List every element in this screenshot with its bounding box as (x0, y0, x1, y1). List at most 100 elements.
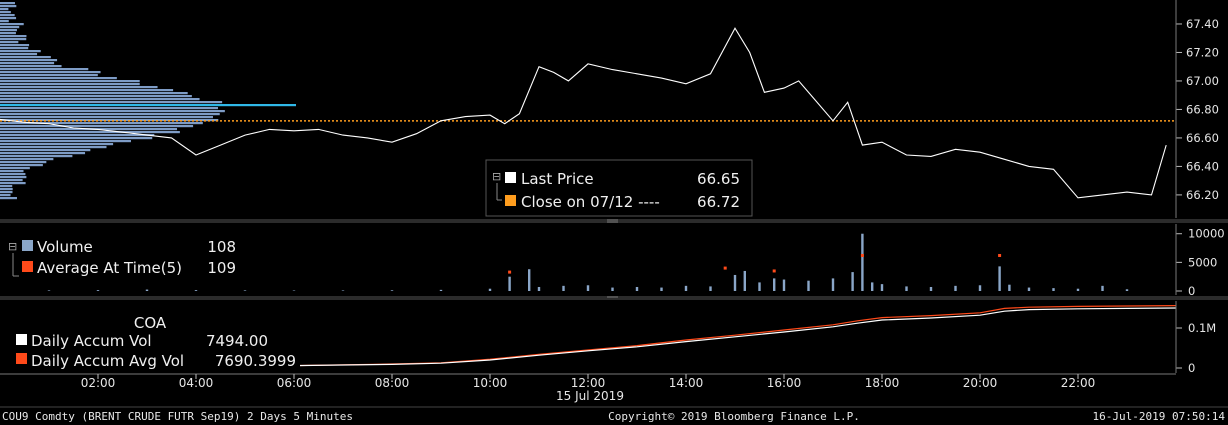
time-tick-label: 08:00 (375, 376, 410, 390)
time-tick-label: 20:00 (963, 376, 998, 390)
volume-bar (341, 290, 345, 291)
volume-bar (508, 276, 511, 291)
profile-bar (0, 98, 200, 101)
accum-legend[interactable]: COA Daily Accum Vol 7494.00 Daily Accum … (0, 302, 300, 373)
profile-bar (0, 53, 38, 56)
profile-bar (0, 8, 9, 11)
volume-value: 108 (207, 238, 236, 256)
volume-bar (782, 279, 786, 291)
accum-swatch (16, 334, 27, 345)
volume-bar (773, 278, 776, 291)
profile-bar (0, 116, 213, 119)
accum-title: COA (134, 314, 167, 332)
profile-bar (0, 143, 114, 146)
volume-bar (1008, 284, 1011, 291)
accum-legend-box (0, 302, 300, 373)
volume-panel[interactable]: 10000 5000 0 (0, 224, 1225, 298)
profile-bar (0, 56, 51, 59)
profile-bar (0, 32, 16, 35)
profile-bar (0, 122, 203, 125)
profile-bar (0, 152, 86, 155)
profile-bar (0, 137, 153, 140)
profile-bar (0, 77, 117, 80)
price-tick-label: 67.40 (1186, 17, 1219, 31)
volume-bar (733, 274, 737, 291)
footer-copyright: Copyright© 2019 Bloomberg Finance L.P. (608, 410, 860, 423)
profile-bar (0, 197, 17, 200)
profile-bar (0, 71, 101, 74)
accum-tick-label: 0 (1188, 361, 1195, 375)
profile-bar (0, 68, 89, 71)
volume-legend[interactable]: ⊟ Volume 108 Average At Time(5) 109 (8, 238, 236, 277)
profile-bar (0, 23, 24, 26)
price-tick-label: 66.60 (1186, 131, 1219, 145)
volume-bar (851, 272, 854, 291)
profile-bar (0, 29, 17, 32)
volume-bars (47, 233, 1129, 291)
volume-bar (954, 285, 957, 291)
price-tick-label: 66.20 (1186, 188, 1219, 202)
profile-bar (0, 173, 26, 176)
profile-bar (0, 170, 24, 173)
footer-timestamp: 16-Jul-2019 07:50:14 (1093, 410, 1226, 423)
average-swatch (22, 261, 33, 272)
volume-tick-label: 5000 (1188, 255, 1217, 269)
panel-divider[interactable] (0, 219, 1228, 223)
profile-bar (0, 2, 15, 5)
time-tick-label: 18:00 (865, 376, 900, 390)
profile-bar (0, 65, 62, 68)
average-dot (772, 269, 776, 273)
volume-label: Volume (37, 238, 93, 256)
profile-bar (0, 191, 13, 194)
volume-tick-label: 10000 (1188, 227, 1225, 241)
volume-bar (1125, 289, 1129, 291)
profile-bar (0, 41, 19, 44)
profile-bar (0, 167, 30, 170)
last-price-swatch (505, 172, 516, 183)
profile-bar (0, 149, 91, 152)
profile-bar (0, 47, 29, 50)
profile-bar (0, 131, 180, 134)
volume-legend-collapse-icon[interactable]: ⊟ (8, 240, 17, 253)
profile-bar (0, 62, 55, 65)
time-tick-label: 04:00 (179, 376, 214, 390)
volume-bar (611, 287, 614, 291)
profile-bar (0, 146, 107, 149)
accum-value: 7494.00 (206, 332, 268, 350)
volume-bar (562, 285, 565, 291)
profile-bar (0, 155, 73, 158)
volume-bar (537, 286, 541, 291)
time-tick-label: 06:00 (277, 376, 312, 390)
profile-bar (0, 110, 225, 113)
close-label: Close on 07/12 ---- (521, 193, 660, 211)
price-panel[interactable]: 67.40 67.20 67.00 66.80 66.60 66.40 66.20 (0, 0, 1219, 218)
profile-bar (0, 14, 15, 17)
profile-bar (0, 179, 23, 182)
profile-bar (0, 101, 223, 104)
profile-bar (0, 80, 140, 83)
price-tick-label: 67.00 (1186, 74, 1219, 88)
average-value: 109 (207, 259, 236, 277)
legend-collapse-icon[interactable]: ⊟ (492, 170, 501, 183)
volume-bar (998, 266, 1001, 291)
price-line (0, 27, 1167, 199)
volume-bar (880, 284, 884, 291)
time-tick-label: 10:00 (473, 376, 508, 390)
accum-avg-value: 7690.3999 (215, 352, 296, 370)
volume-bar (1101, 285, 1104, 291)
price-tick-label: 67.20 (1186, 45, 1219, 59)
time-axis: 02:00 04:00 06:00 08:00 10:00 12:00 14:00 16:00… (0, 373, 1176, 390)
volume-bar (145, 289, 149, 291)
panel-divider[interactable] (0, 296, 1228, 300)
price-legend[interactable]: ⊟ Last Price 66.65 Close on 07/12 ---- 6… (485, 159, 753, 217)
profile-bar (0, 134, 155, 137)
volume-bar (871, 282, 874, 291)
price-tick-label: 66.40 (1186, 159, 1219, 173)
profile-bar (0, 26, 20, 29)
volume-bar (660, 287, 663, 291)
time-tick-label: 12:00 (571, 376, 606, 390)
volume-bar (47, 290, 51, 291)
accum-avg-label: Daily Accum Avg Vol (31, 352, 184, 370)
close-swatch (505, 195, 516, 206)
profile-bar (0, 188, 13, 191)
